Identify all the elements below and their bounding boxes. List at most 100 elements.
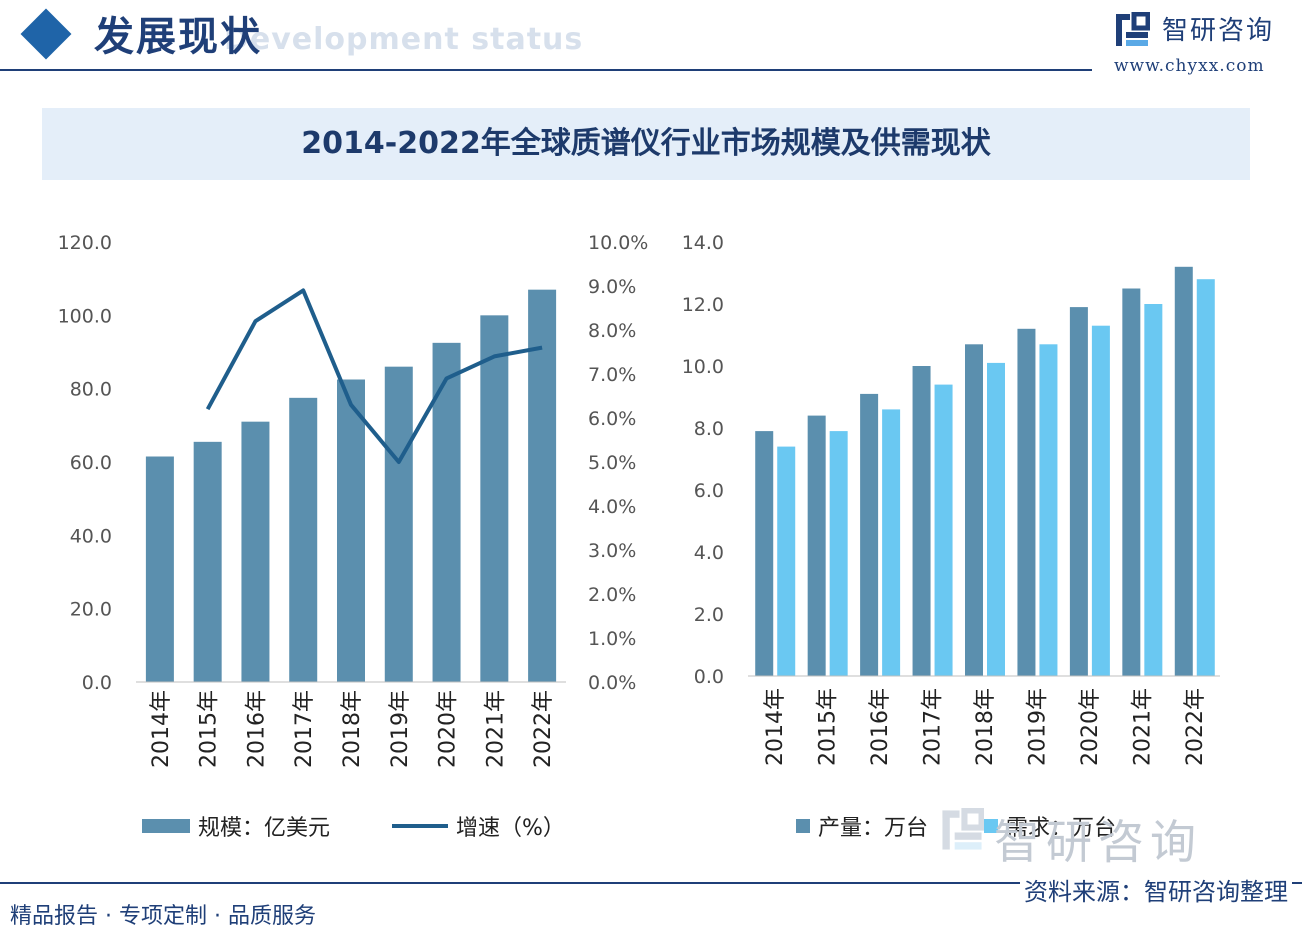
x-tick-label: 2014年	[149, 690, 174, 768]
x-tick-label: 2021年	[1130, 688, 1155, 766]
x-tick-label: 2020年	[1078, 688, 1103, 766]
production-bar	[755, 431, 774, 676]
legend-scale-swatch	[142, 819, 190, 833]
y-tick-left: 0.0	[82, 672, 112, 694]
y-tick-left: 20.0	[70, 599, 112, 621]
watermark-name: 智研咨询	[994, 815, 1202, 869]
page-header: Development status 发展现状 智研咨询 www.chyxx.c…	[0, 0, 1302, 80]
demand-bar	[1196, 279, 1215, 676]
production-bar	[1122, 288, 1141, 676]
y-tick-left: 40.0	[70, 525, 112, 547]
x-tick-label: 2019年	[388, 690, 413, 768]
legend-production-swatch	[796, 819, 810, 833]
y-tick-right: 6.0%	[588, 408, 636, 430]
demand-bar	[829, 431, 848, 676]
growth-line	[205, 288, 543, 464]
demand-bar	[934, 384, 953, 676]
y-tick-right: 10.0%	[588, 232, 648, 254]
scale-bar	[432, 342, 461, 682]
y-tick: 14.0	[682, 232, 724, 254]
x-tick-label: 2022年	[531, 690, 556, 768]
legend-demand: 需求：万台	[984, 810, 1116, 842]
production-bar	[860, 393, 879, 676]
footer-slogan: 精品报告 · 专项定制 · 品质服务	[10, 904, 316, 929]
y-tick-left: 80.0	[70, 379, 112, 401]
x-tick-label: 2018年	[973, 688, 998, 766]
x-tick-label: 2021年	[483, 690, 508, 768]
footer-divider	[0, 882, 1302, 884]
scale-bar	[193, 441, 222, 682]
y-tick-right: 7.0%	[588, 364, 636, 386]
y-tick-right: 5.0%	[588, 452, 636, 474]
production-bar	[965, 344, 983, 676]
x-tick-label: 2017年	[921, 688, 946, 766]
x-tick-label: 2020年	[436, 690, 461, 768]
supply-demand-chart: 0.0 2.0 4.0 6.0 8.0 10.0 12.0 14.0 2014年 2015年 201…	[682, 232, 1220, 766]
x-tick-label: 2017年	[292, 690, 317, 768]
y-tick-left: 100.0	[58, 305, 112, 327]
x-tick-label: 2018年	[340, 690, 365, 768]
watermark-logo-icon	[942, 808, 984, 850]
diamond-icon	[20, 8, 72, 60]
legend-growth-swatch	[392, 824, 448, 828]
y-tick: 2.0	[694, 604, 724, 626]
market-scale-chart: 0.0 20.0 40.0 60.0 80.0 100.0 120.0 0.0% 1.0% 2.0…	[58, 232, 649, 768]
brand-logo-icon	[1116, 12, 1150, 46]
header-divider	[0, 69, 1092, 71]
y-tick-right: 0.0%	[588, 672, 636, 694]
scale-bar	[384, 366, 413, 682]
y-tick-right: 8.0%	[588, 320, 636, 342]
y-tick-right: 2.0%	[588, 584, 636, 606]
section-title: 发展现状	[94, 14, 262, 60]
data-source: 资料来源：智研咨询整理	[1020, 872, 1292, 907]
y-tick-right: 3.0%	[588, 540, 636, 562]
legend-growth: 增速（%）	[392, 810, 565, 842]
section-subtitle: Development status	[224, 22, 584, 57]
scale-bar	[337, 379, 365, 682]
production-bar	[1174, 266, 1193, 676]
x-tick-label: 2016年	[868, 688, 893, 766]
y-tick: 8.0	[694, 418, 724, 440]
scale-bar	[145, 456, 174, 682]
y-tick: 12.0	[682, 294, 724, 316]
y-tick-left: 60.0	[70, 452, 112, 474]
x-tick-label: 2015年	[816, 688, 841, 766]
legend-production: 产量：万台	[796, 810, 928, 842]
scale-bar	[241, 421, 270, 682]
production-bar	[912, 366, 931, 676]
legend-scale-label: 规模：亿美元	[198, 816, 331, 841]
legend-scale: 规模：亿美元	[142, 810, 330, 842]
demand-bar	[777, 446, 796, 676]
y-tick-right: 4.0%	[588, 496, 636, 518]
demand-bar	[1091, 325, 1110, 676]
legend-production-label: 产量：万台	[818, 816, 929, 841]
x-tick-label: 2015年	[197, 690, 222, 768]
y-tick-left: 120.0	[58, 232, 112, 254]
demand-bar	[882, 409, 901, 676]
chart-title-banner: 2014-2022年全球质谱仪行业市场规模及供需现状	[42, 108, 1250, 180]
demand-bar	[1039, 344, 1058, 676]
scale-bar	[480, 315, 509, 682]
demand-bar	[987, 362, 1005, 676]
production-bar	[807, 415, 826, 676]
brand-url: www.chyxx.com	[1114, 56, 1265, 76]
x-tick-label: 2022年	[1183, 688, 1208, 766]
demand-bar	[1144, 304, 1163, 676]
legend-demand-label: 需求：万台	[1006, 816, 1117, 841]
chart-title: 2014-2022年全球质谱仪行业市场规模及供需现状	[301, 126, 991, 161]
brand-name: 智研咨询	[1162, 16, 1275, 46]
production-bar	[1017, 328, 1036, 676]
x-tick-label: 2014年	[763, 688, 788, 766]
y-tick-right: 1.0%	[588, 628, 636, 650]
production-bar	[1069, 307, 1088, 676]
y-tick: 10.0	[682, 356, 724, 378]
x-tick-label: 2016年	[244, 690, 269, 768]
scale-bar	[528, 289, 557, 682]
x-tick-label: 2019年	[1025, 688, 1050, 766]
legend-growth-label: 增速（%）	[456, 816, 565, 841]
scale-bar	[289, 397, 318, 682]
y-tick-right: 9.0%	[588, 276, 636, 298]
y-tick: 6.0	[694, 480, 724, 502]
legend-demand-swatch	[984, 819, 998, 833]
y-tick: 0.0	[694, 666, 724, 688]
